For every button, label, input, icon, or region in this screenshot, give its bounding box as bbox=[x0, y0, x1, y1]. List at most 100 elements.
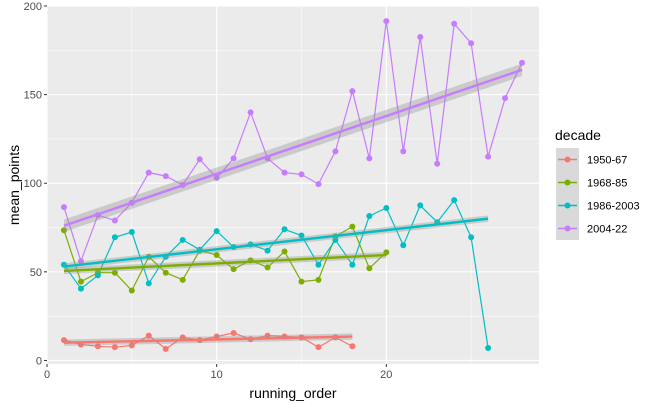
data-point-2004-22 bbox=[400, 148, 407, 155]
data-point-1986-2003 bbox=[349, 261, 356, 268]
data-point-2004-22 bbox=[502, 95, 509, 102]
data-point-2004-22 bbox=[298, 171, 305, 178]
data-point-1950-67 bbox=[145, 332, 152, 339]
x-tick-label: 20 bbox=[380, 369, 392, 381]
legend-title: decade bbox=[555, 127, 601, 143]
data-point-1968-85 bbox=[60, 227, 67, 234]
data-point-2004-22 bbox=[485, 153, 492, 160]
data-point-1986-2003 bbox=[485, 345, 492, 352]
data-point-1968-85 bbox=[366, 265, 373, 272]
legend-label: 1986-2003 bbox=[587, 201, 640, 213]
legend-point bbox=[564, 202, 571, 209]
trend-line-2004-22 bbox=[63, 68, 523, 227]
data-point-1986-2003 bbox=[400, 242, 407, 249]
data-point-2004-22 bbox=[281, 169, 288, 176]
data-point-1986-2003 bbox=[383, 205, 390, 212]
data-point-1968-85 bbox=[230, 266, 237, 273]
y-tick-label: 50 bbox=[30, 267, 42, 279]
data-point-1950-67 bbox=[94, 343, 101, 350]
data-point-1986-2003 bbox=[264, 247, 271, 254]
data-point-2004-22 bbox=[366, 155, 373, 162]
data-point-2004-22 bbox=[247, 109, 254, 116]
data-point-1968-85 bbox=[315, 276, 322, 283]
legend-label: 1950-67 bbox=[587, 155, 627, 167]
data-point-1968-85 bbox=[383, 249, 390, 256]
data-point-1968-85 bbox=[111, 269, 118, 276]
data-point-1986-2003 bbox=[451, 197, 458, 204]
data-point-2004-22 bbox=[434, 160, 441, 167]
data-point-1986-2003 bbox=[315, 261, 322, 268]
legend-label: 2004-22 bbox=[587, 224, 627, 236]
data-point-2004-22 bbox=[383, 18, 390, 25]
data-point-1986-2003 bbox=[179, 236, 186, 243]
trend-line-1968-85 bbox=[63, 253, 387, 273]
data-point-1950-67 bbox=[162, 345, 169, 352]
x-tick-label: 0 bbox=[44, 369, 50, 381]
data-point-2004-22 bbox=[60, 204, 67, 211]
data-point-1968-85 bbox=[77, 278, 84, 285]
data-point-1986-2003 bbox=[94, 272, 101, 279]
x-tick-label: 10 bbox=[211, 369, 223, 381]
data-point-2004-22 bbox=[332, 148, 339, 155]
data-point-2004-22 bbox=[145, 169, 152, 176]
data-point-1950-67 bbox=[179, 334, 186, 341]
data-point-2004-22 bbox=[451, 20, 458, 27]
data-point-1986-2003 bbox=[281, 226, 288, 233]
data-point-1968-85 bbox=[298, 278, 305, 285]
data-point-1986-2003 bbox=[128, 228, 135, 235]
data-point-2004-22 bbox=[417, 34, 424, 41]
y-tick-label: 0 bbox=[36, 355, 42, 367]
data-point-2004-22 bbox=[519, 59, 526, 66]
trend-line-1950-67 bbox=[63, 335, 353, 344]
plot-panel bbox=[47, 6, 539, 364]
data-point-2004-22 bbox=[162, 173, 169, 180]
data-point-1950-67 bbox=[213, 333, 220, 340]
legend-label: 1968-85 bbox=[587, 178, 627, 190]
y-tick-label: 100 bbox=[24, 178, 42, 190]
data-point-2004-22 bbox=[111, 217, 118, 224]
data-point-2004-22 bbox=[77, 258, 84, 265]
data-point-1968-85 bbox=[128, 287, 135, 294]
data-point-2004-22 bbox=[213, 174, 220, 181]
data-point-2004-22 bbox=[196, 156, 203, 163]
series-line-2004-22 bbox=[63, 21, 523, 264]
x-axis-title: running_order bbox=[249, 385, 337, 401]
data-point-1950-67 bbox=[349, 343, 356, 350]
data-point-2004-22 bbox=[230, 155, 237, 162]
data-point-1986-2003 bbox=[298, 232, 305, 239]
data-point-1950-67 bbox=[128, 342, 135, 349]
y-axis-title: mean_points bbox=[6, 145, 22, 225]
data-point-1986-2003 bbox=[417, 202, 424, 209]
legend-point bbox=[564, 179, 571, 186]
data-point-1968-85 bbox=[162, 269, 169, 276]
y-tick-label: 150 bbox=[24, 90, 42, 102]
data-point-1986-2003 bbox=[366, 213, 373, 220]
trend-lines bbox=[63, 63, 523, 346]
y-tick-label: 200 bbox=[24, 1, 42, 13]
legend-point bbox=[564, 225, 571, 232]
data-point-2004-22 bbox=[468, 40, 475, 47]
data-point-1968-85 bbox=[281, 248, 288, 255]
trend-line-1986-2003 bbox=[63, 217, 489, 268]
legend: decade 1950-67 1968-85 1986-2003 2004-22 bbox=[555, 127, 640, 240]
legend-point bbox=[564, 156, 571, 163]
data-point-2004-22 bbox=[315, 181, 322, 188]
data-point-1986-2003 bbox=[145, 280, 152, 287]
data-point-1968-85 bbox=[349, 223, 356, 230]
data-point-1986-2003 bbox=[213, 228, 220, 235]
data-point-1950-67 bbox=[315, 344, 322, 351]
series-line-1986-2003 bbox=[63, 198, 489, 349]
data-point-1950-67 bbox=[230, 329, 237, 336]
grid bbox=[46, 5, 539, 364]
data-point-1950-67 bbox=[111, 344, 118, 351]
data-point-1986-2003 bbox=[332, 236, 339, 243]
data-point-1968-85 bbox=[264, 264, 271, 271]
data-point-1986-2003 bbox=[468, 234, 475, 241]
data-point-1986-2003 bbox=[111, 234, 118, 241]
data-point-1968-85 bbox=[179, 276, 186, 283]
data-point-2004-22 bbox=[349, 88, 356, 95]
data-point-1986-2003 bbox=[77, 285, 84, 292]
data-point-1968-85 bbox=[213, 252, 220, 259]
